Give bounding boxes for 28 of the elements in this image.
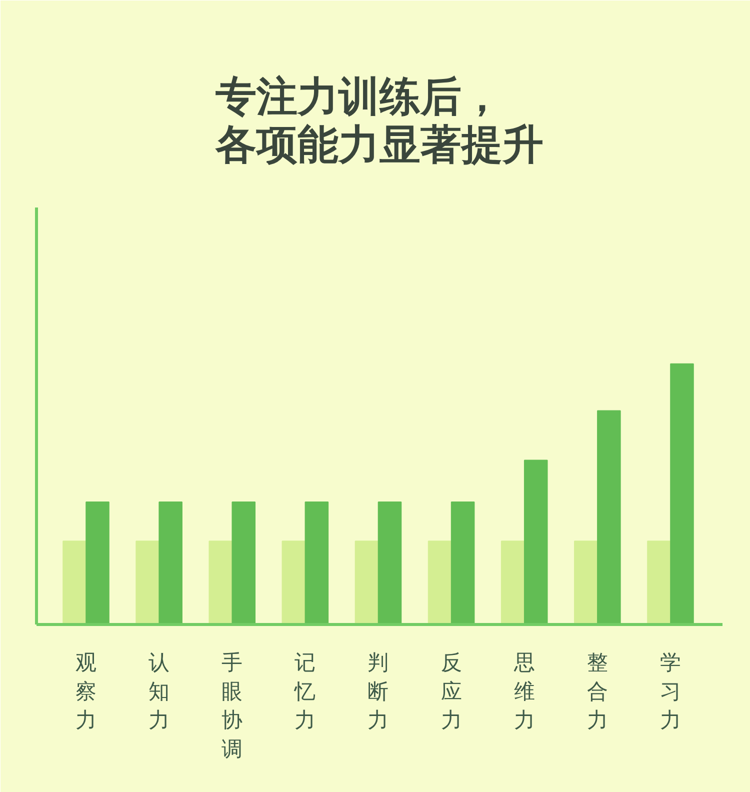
bar <box>378 502 402 624</box>
bar <box>354 540 379 624</box>
bar <box>647 540 671 624</box>
bar <box>450 502 475 624</box>
x-tick-label: 思维力 <box>512 650 535 732</box>
bar <box>208 540 233 624</box>
bar <box>304 502 329 624</box>
bar <box>597 410 621 624</box>
bar <box>86 502 110 624</box>
bar <box>282 540 306 624</box>
bar <box>500 540 525 624</box>
x-tick-label: 判断力 <box>368 650 389 732</box>
bar <box>670 363 694 624</box>
x-tick-label: 反应力 <box>440 650 462 732</box>
x-tick-label: 认知力 <box>148 650 170 732</box>
bar <box>232 502 256 624</box>
bar <box>574 540 598 624</box>
bar <box>524 460 548 624</box>
x-tick-label: 记忆力 <box>294 650 316 732</box>
x-tick-label: 观察力 <box>76 650 96 732</box>
bar <box>428 540 452 624</box>
bar <box>158 502 182 624</box>
x-tick-label: 手眼协调 <box>222 650 243 761</box>
chart-title: 专注力训练后，各项能力显著提升 <box>214 72 544 168</box>
bar <box>62 540 86 624</box>
bar <box>136 540 160 624</box>
x-tick-label: 学习力 <box>660 650 681 732</box>
x-tick-label: 整合力 <box>586 650 608 732</box>
